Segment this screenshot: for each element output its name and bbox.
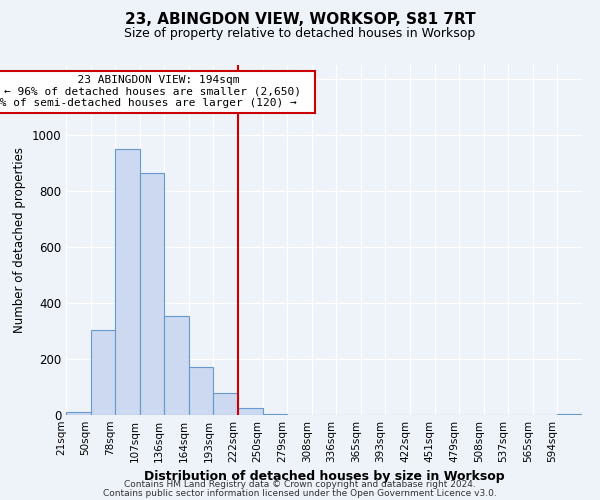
Bar xyxy=(214,392,238,415)
Y-axis label: Number of detached properties: Number of detached properties xyxy=(13,147,26,333)
Bar xyxy=(238,408,263,415)
Bar xyxy=(164,316,189,415)
Bar xyxy=(115,149,140,415)
Bar xyxy=(140,173,164,415)
Bar xyxy=(189,368,214,415)
Text: Size of property relative to detached houses in Worksop: Size of property relative to detached ho… xyxy=(124,28,476,40)
Text: Contains HM Land Registry data © Crown copyright and database right 2024.: Contains HM Land Registry data © Crown c… xyxy=(124,480,476,489)
Text: 23 ABINGDON VIEW: 194sqm
← 96% of detached houses are smaller (2,650)
4% of semi: 23 ABINGDON VIEW: 194sqm ← 96% of detach… xyxy=(0,75,311,108)
Bar xyxy=(91,330,115,415)
Bar xyxy=(66,412,91,415)
Text: Contains public sector information licensed under the Open Government Licence v3: Contains public sector information licen… xyxy=(103,488,497,498)
Text: 23, ABINGDON VIEW, WORKSOP, S81 7RT: 23, ABINGDON VIEW, WORKSOP, S81 7RT xyxy=(125,12,475,28)
Bar xyxy=(557,414,582,415)
X-axis label: Distribution of detached houses by size in Worksop: Distribution of detached houses by size … xyxy=(143,470,505,484)
Bar xyxy=(263,414,287,415)
